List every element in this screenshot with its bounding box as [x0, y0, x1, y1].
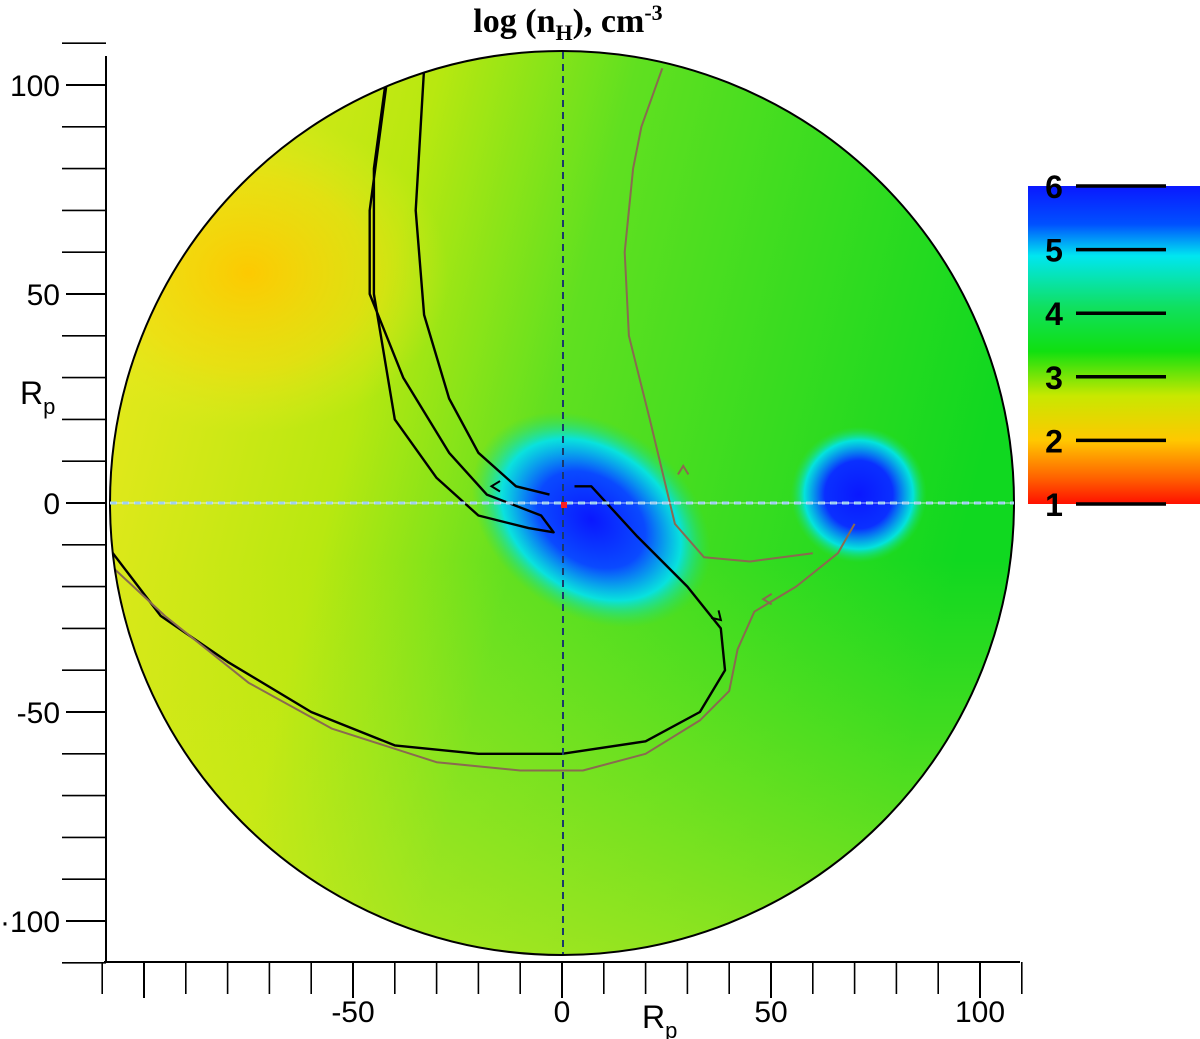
colorbar-tick-label: 3 — [1045, 360, 1063, 396]
x-axis-tick-labels: -50 0 50 100 — [331, 996, 1005, 1029]
chart-title: log (nH), cm-3 — [473, 0, 662, 45]
streamline-1 — [368, 76, 555, 534]
streamline-3 — [110, 485, 727, 755]
chart-title-sub: H — [555, 20, 572, 45]
streamline-5 — [623, 67, 813, 563]
x-tick-label: 100 — [955, 996, 1005, 1029]
colorbar — [1028, 186, 1200, 504]
streamlines — [110, 67, 856, 772]
colorbar-tick-label: 6 — [1045, 169, 1063, 205]
y-tick-label: 50 — [27, 279, 60, 312]
density-core-planet — [471, 411, 711, 628]
y-axis-tick-labels: 100 50 0 -50 ·100 — [0, 70, 60, 939]
colorbar-tick-label: 4 — [1045, 296, 1063, 332]
density-core-secondary — [790, 426, 927, 563]
x-axis-ticks — [101, 962, 1023, 998]
x-tick-label: -50 — [331, 996, 374, 1029]
y-tick-label: 0 — [43, 488, 60, 521]
flow-arrow-2 — [710, 610, 723, 622]
y-axis-label: Rp — [20, 375, 55, 419]
colorbar-tick-label: 2 — [1045, 423, 1063, 459]
streamline-2 — [414, 68, 550, 496]
flow-arrow-4 — [761, 593, 773, 606]
heatmap-disk — [110, 51, 1014, 955]
flow-arrow-1 — [489, 480, 501, 493]
colorbar-tick-label: 1 — [1045, 487, 1063, 523]
chart-title-sup: -3 — [644, 0, 662, 25]
y-tick-label: -50 — [17, 697, 60, 730]
y-tick-label: ·100 — [0, 906, 60, 939]
colorbar-tick-label: 5 — [1045, 233, 1063, 269]
x-tick-label: 0 — [554, 996, 571, 1029]
flow-arrow-3 — [677, 464, 690, 475]
x-axis-label: Rp — [642, 999, 677, 1039]
y-axis-ticks — [62, 42, 106, 964]
streamline-4 — [110, 523, 856, 772]
y-tick-label: 100 — [10, 70, 60, 103]
x-tick-label: 50 — [754, 996, 787, 1029]
planet-marker — [561, 502, 567, 508]
colorbar-ticks: 6 5 4 3 2 1 — [1045, 169, 1166, 523]
